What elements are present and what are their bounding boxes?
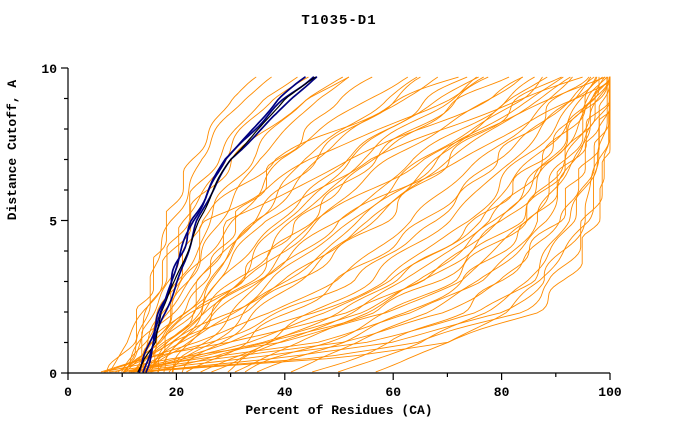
y-tick-label: 10 [41,62,57,77]
model-curve [181,76,571,373]
model-curve [211,76,608,373]
model-curve [123,76,592,373]
model-curve [200,76,598,373]
model-curve [172,76,611,373]
model-curve [128,76,608,373]
y-tick-label: 5 [49,215,57,230]
model-curve [142,76,611,373]
x-tick-label: 60 [385,385,401,400]
x-axis-label: Percent of Residues (CA) [245,403,432,418]
model-curve [234,76,608,373]
model-curve [103,76,600,373]
model-curve [168,76,564,373]
axes-layer: 0 20 40 60 80 100 0 5 10 [41,62,622,400]
model-curve [106,76,257,373]
model-curve [132,76,438,373]
highlight-curve [145,76,306,373]
y-tick-label: 0 [49,367,57,382]
model-curve [115,76,562,373]
highlight-curve [138,76,315,373]
model-curve [147,76,418,373]
model-curve [105,76,573,373]
y-axis-label: Distance Cutoff, A [5,80,20,221]
model-curve [375,76,611,373]
x-tick-label: 40 [277,385,293,400]
model-curve [143,76,543,373]
highlight-curve [137,76,316,373]
model-curve [130,76,590,373]
model-curve [142,76,343,373]
model-curve [123,76,523,373]
x-tick-label: 0 [64,385,72,400]
model-curve [142,76,477,373]
model-curve [143,76,373,373]
x-tick-label: 100 [598,385,622,400]
model-curve [124,76,421,373]
curves-layer [100,76,611,373]
model-curve [158,76,489,373]
model-curve [100,76,548,373]
x-tick-label: 80 [494,385,510,400]
model-curve [163,76,479,373]
model-curve [290,76,611,373]
model-curve [150,76,611,373]
model-curve [130,76,605,373]
model-curve [139,76,309,373]
model-curve [227,76,603,373]
model-curve [244,76,611,373]
model-curve [117,76,272,373]
highlight-curve [142,76,318,373]
x-tick-label: 20 [169,385,185,400]
model-curve [256,76,611,373]
model-curve [186,76,595,373]
model-curve [150,76,524,373]
model-curve [144,76,611,373]
model-curve [125,76,408,373]
model-curve [171,76,606,373]
model-curve [157,76,583,373]
model-curve [131,76,535,373]
model-curve [338,76,611,373]
model-curve [132,76,611,373]
model-curve [131,76,597,373]
model-curve [143,76,350,373]
model-curve [123,76,298,373]
chart-title: T1035-D1 [301,13,376,29]
